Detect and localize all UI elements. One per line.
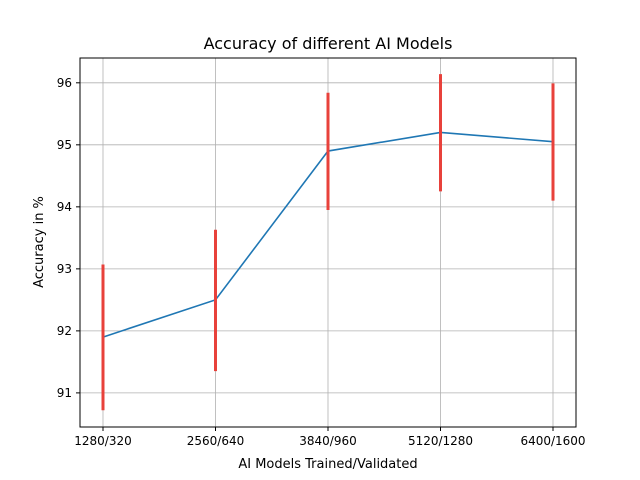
y-tick-label: 96 [57, 76, 72, 90]
y-tick-label: 92 [57, 324, 72, 338]
x-tick-label: 2560/640 [187, 434, 245, 448]
x-tick-label: 6400/1600 [520, 434, 585, 448]
x-tick-label: 5120/1280 [408, 434, 473, 448]
y-axis-ticks: 91 92 93 94 95 96 [57, 76, 80, 400]
x-tick-label: 3840/960 [299, 434, 357, 448]
x-tick-label: 1280/320 [74, 434, 132, 448]
plot-frame [79, 57, 577, 428]
y-tick-label: 91 [57, 386, 72, 400]
y-tick-label: 93 [57, 262, 72, 276]
series-group [101, 74, 555, 411]
x-axis-label: AI Models Trained/Validated [238, 457, 417, 472]
x-axis-ticks: 1280/320 2560/640 3840/960 5120/1280 6400/16… [74, 427, 586, 448]
y-axis-label: Accuracy in % [32, 196, 47, 288]
y-tick-label: 94 [57, 200, 72, 214]
chart-title: Accuracy of different AI Models [204, 34, 453, 53]
y-tick-label: 95 [57, 138, 72, 152]
